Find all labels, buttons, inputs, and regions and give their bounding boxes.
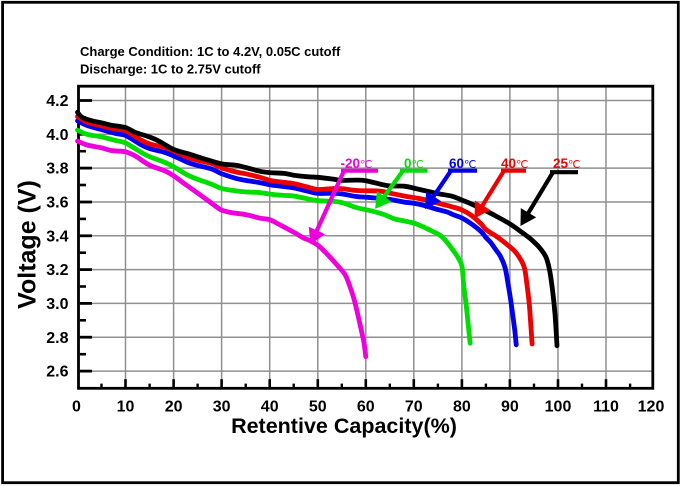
svg-text:0: 0 — [72, 399, 81, 416]
svg-text:50: 50 — [309, 399, 327, 416]
svg-text:80: 80 — [453, 399, 471, 416]
svg-text:2.6: 2.6 — [46, 364, 68, 381]
svg-text:3.4: 3.4 — [46, 228, 68, 245]
svg-text:3.0: 3.0 — [46, 296, 68, 313]
svg-text:3.6: 3.6 — [46, 195, 68, 212]
svg-text:120: 120 — [638, 399, 665, 416]
svg-text:Charge Condition: 1C to 4.2V,: Charge Condition: 1C to 4.2V, 0.05C cuto… — [80, 44, 341, 59]
svg-text:3.8: 3.8 — [46, 161, 68, 178]
svg-text:100: 100 — [545, 399, 572, 416]
svg-text:4.2: 4.2 — [46, 93, 68, 110]
svg-text:10: 10 — [117, 399, 135, 416]
svg-text:0℃: 0℃ — [404, 156, 424, 171]
svg-text:4.0: 4.0 — [46, 127, 68, 144]
svg-text:60℃: 60℃ — [449, 156, 476, 171]
svg-text:3.2: 3.2 — [46, 262, 68, 279]
svg-text:70: 70 — [405, 399, 423, 416]
svg-text:90: 90 — [501, 399, 519, 416]
svg-text:25℃: 25℃ — [553, 156, 580, 171]
svg-text:Discharge: 1C to 2.75V cutoff: Discharge: 1C to 2.75V cutoff — [80, 62, 261, 77]
svg-text:2.8: 2.8 — [46, 330, 68, 347]
svg-text:30: 30 — [213, 399, 231, 416]
svg-text:110: 110 — [593, 399, 619, 416]
svg-text:-20℃: -20℃ — [341, 156, 373, 171]
svg-text:40: 40 — [261, 399, 279, 416]
svg-text:Voltage (V): Voltage (V) — [13, 180, 41, 309]
svg-text:Retentive Capacity(%): Retentive Capacity(%) — [231, 414, 457, 438]
svg-text:40℃: 40℃ — [501, 156, 528, 171]
svg-text:20: 20 — [165, 399, 183, 416]
svg-text:60: 60 — [357, 399, 375, 416]
